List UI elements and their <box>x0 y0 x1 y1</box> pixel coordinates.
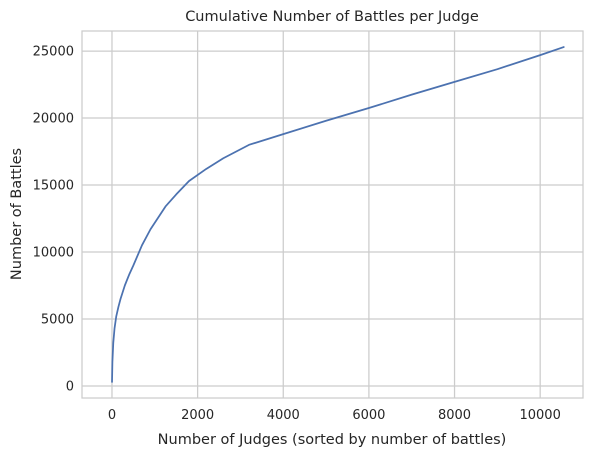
plot-frame <box>81 30 584 399</box>
y-tick-label: 5000 <box>41 312 74 327</box>
y-axis-label: Number of Battles <box>9 148 25 280</box>
y-tick-label: 10000 <box>33 246 74 261</box>
x-tick-label: 10000 <box>519 408 560 423</box>
x-tick-label: 8000 <box>438 408 471 423</box>
tick-layer: 0 2000 4000 6000 8000 10000 0 5000 10000 15000 200… <box>33 45 561 423</box>
y-tick-label: 20000 <box>33 112 74 127</box>
x-axis-label: Number of Judges (sorted by number of ba… <box>158 432 507 448</box>
y-tick-label: 15000 <box>33 179 74 194</box>
x-tick-label: 2000 <box>181 408 214 423</box>
y-tick-label: 25000 <box>33 45 74 60</box>
x-tick-label: 6000 <box>352 408 385 423</box>
y-tick-label: 0 <box>66 379 74 394</box>
chart-title: Cumulative Number of Battles per Judge <box>185 9 479 25</box>
x-tick-label: 0 <box>108 408 116 423</box>
series-line <box>111 46 565 383</box>
x-tick-label: 4000 <box>267 408 300 423</box>
grid-layer <box>82 31 583 398</box>
series-layer <box>111 46 565 383</box>
